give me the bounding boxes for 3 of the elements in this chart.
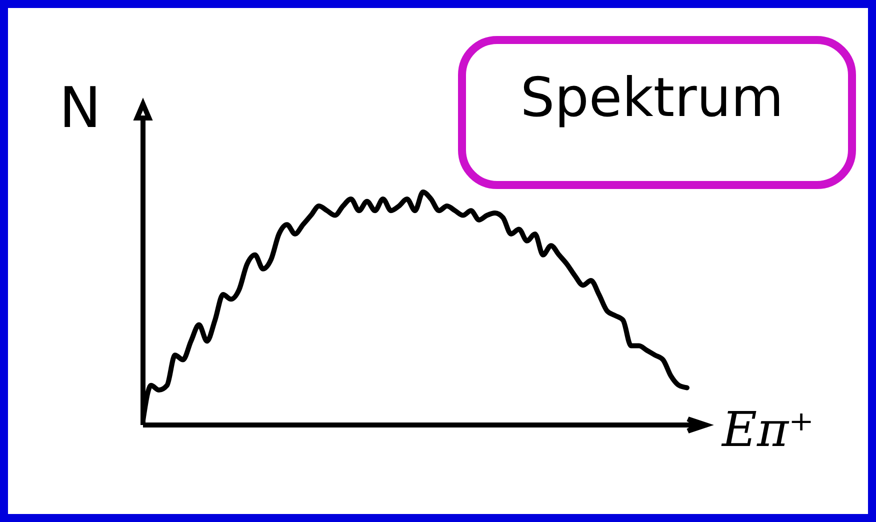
chart-title: Spektrum (520, 66, 784, 129)
y-axis-title: N (59, 76, 101, 141)
x-axis-title: Eπ⁺ (721, 402, 814, 458)
